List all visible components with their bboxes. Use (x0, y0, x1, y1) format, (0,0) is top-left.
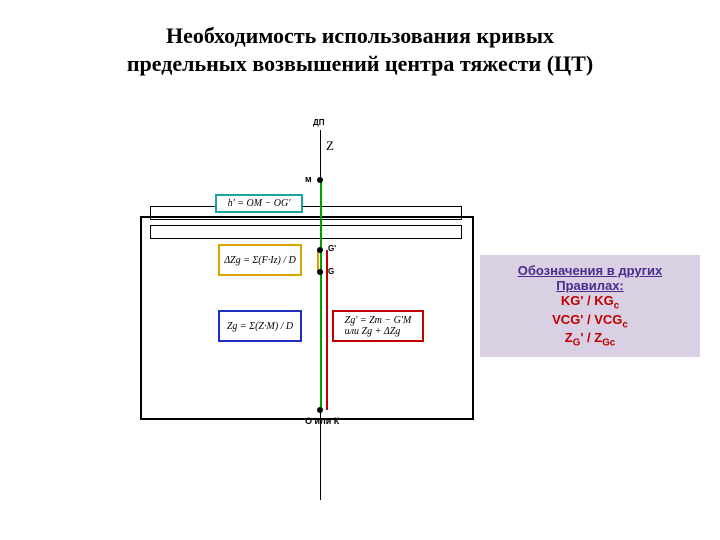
segment-om (320, 180, 322, 410)
label-g: G (328, 267, 334, 276)
formula-zg: Zg = Σ(Z·M) / D (218, 310, 302, 342)
formula-dzg: ΔZg = Σ(F·Iz) / D (218, 244, 302, 276)
formula-zgp: Zg' = Zm − G'Mили Zg + ΔZg (332, 310, 424, 342)
point-g (317, 269, 323, 275)
legend-hdr1: Обозначения в других (490, 263, 690, 278)
point-ok (317, 407, 323, 413)
label-g-prime: G' (328, 244, 336, 253)
title-line2: предельных возвышений центра тяжести (ЦТ… (127, 51, 593, 76)
legend-rows: KG' / KGcVCG' / VCGcZG' / ZGc (490, 293, 690, 349)
formula-h: h' = OM − OG' (215, 194, 303, 213)
point-g-prime (317, 247, 323, 253)
title-line1: Необходимость использования кривых (166, 23, 554, 48)
page-title: Необходимость использования кривых преде… (0, 0, 720, 77)
label-dp: ДП (313, 118, 324, 127)
diagram-stage: h' = OM − OG' ΔZg = Σ(F·Iz) / D Zg = Σ(Z… (0, 100, 720, 520)
deck-line-2 (150, 225, 462, 239)
deck-line-1 (150, 206, 462, 220)
label-ok: О или К (305, 416, 339, 426)
legend-hdr2: Правилах: (490, 278, 690, 293)
label-m: м (305, 174, 312, 184)
label-z: Z (326, 138, 334, 154)
point-m (317, 177, 323, 183)
legend-box: Обозначения в других Правилах: KG' / KGc… (480, 255, 700, 357)
